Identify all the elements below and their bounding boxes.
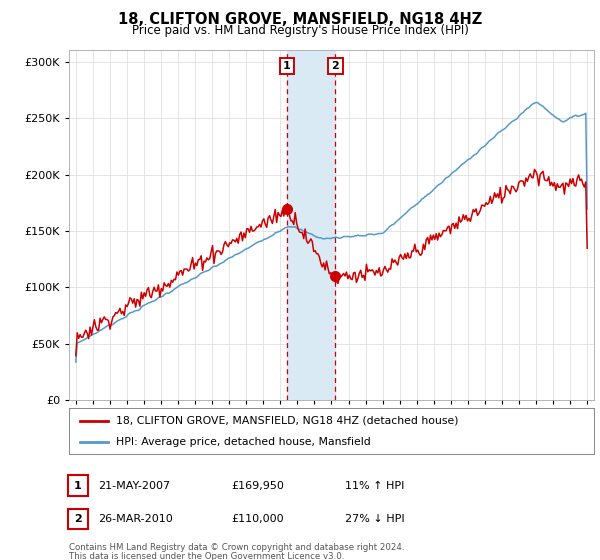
Text: 18, CLIFTON GROVE, MANSFIELD, NG18 4HZ (detached house): 18, CLIFTON GROVE, MANSFIELD, NG18 4HZ (… — [116, 416, 459, 426]
Text: 1: 1 — [74, 480, 82, 491]
Bar — [287, 50, 335, 400]
Text: Contains HM Land Registry data © Crown copyright and database right 2024.: Contains HM Land Registry data © Crown c… — [69, 543, 404, 552]
Text: 27% ↓ HPI: 27% ↓ HPI — [345, 514, 404, 524]
Text: HPI: Average price, detached house, Mansfield: HPI: Average price, detached house, Mans… — [116, 437, 371, 447]
Text: 2: 2 — [74, 514, 82, 524]
Text: £169,950: £169,950 — [231, 480, 284, 491]
Text: 11% ↑ HPI: 11% ↑ HPI — [345, 480, 404, 491]
Text: 2: 2 — [332, 61, 339, 71]
Text: Price paid vs. HM Land Registry's House Price Index (HPI): Price paid vs. HM Land Registry's House … — [131, 24, 469, 36]
Text: 18, CLIFTON GROVE, MANSFIELD, NG18 4HZ: 18, CLIFTON GROVE, MANSFIELD, NG18 4HZ — [118, 12, 482, 27]
Text: 21-MAY-2007: 21-MAY-2007 — [98, 480, 170, 491]
Text: 26-MAR-2010: 26-MAR-2010 — [98, 514, 173, 524]
Text: This data is licensed under the Open Government Licence v3.0.: This data is licensed under the Open Gov… — [69, 552, 344, 560]
Text: £110,000: £110,000 — [231, 514, 284, 524]
Text: 1: 1 — [283, 61, 291, 71]
